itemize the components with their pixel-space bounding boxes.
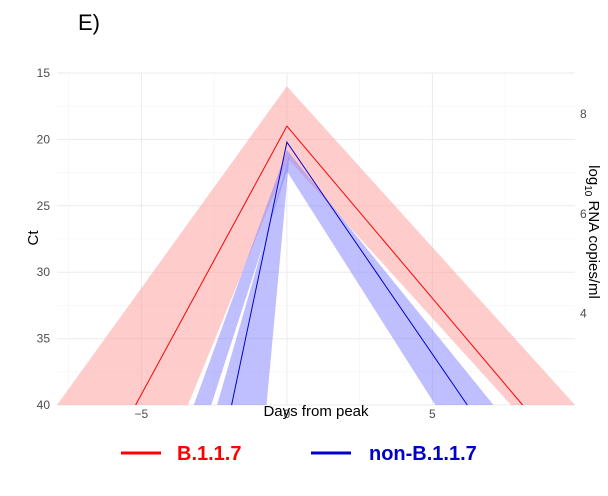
y-tick-label: 30 xyxy=(37,265,51,279)
y-axis-ticks: 15 20 25 30 35 40 xyxy=(37,66,51,412)
secondary-y-axis-ticks: 8 6 4 xyxy=(580,107,587,320)
confidence-band xyxy=(193,150,494,405)
secondary-y-tick-label: 4 xyxy=(580,306,587,320)
x-axis-title: Days from peak xyxy=(263,403,369,420)
y-tick-label: 20 xyxy=(37,132,51,146)
secondary-y-tick-label: 8 xyxy=(580,107,587,121)
confidence-bands xyxy=(57,86,575,406)
legend-label: B.1.1.7 xyxy=(177,443,241,465)
confidence-band xyxy=(57,86,575,406)
x-tick-label: 0 xyxy=(284,407,291,421)
legend-label: non-B.1.1.7 xyxy=(369,443,477,465)
plot-area xyxy=(57,72,575,406)
secondary-y-tick-label: 6 xyxy=(580,207,587,221)
legend: B.1.1.7 non-B.1.1.7 xyxy=(121,443,477,465)
y-tick-label: 15 xyxy=(37,66,51,80)
series-line xyxy=(135,125,523,406)
y-tick-label: 35 xyxy=(37,332,51,346)
y-tick-label: 25 xyxy=(37,199,51,213)
series-line xyxy=(231,140,468,406)
x-tick-label: 5 xyxy=(429,407,436,421)
secondary-y-axis-title: log10 RNA copies/ml xyxy=(582,165,602,299)
panel-label: E) xyxy=(78,10,100,35)
x-tick-label: −5 xyxy=(135,407,149,421)
y-tick-label: 40 xyxy=(37,398,51,412)
series-lines xyxy=(135,125,523,406)
x-axis-ticks: −5 0 5 xyxy=(135,407,437,421)
y-axis-title: Ct xyxy=(25,230,42,246)
